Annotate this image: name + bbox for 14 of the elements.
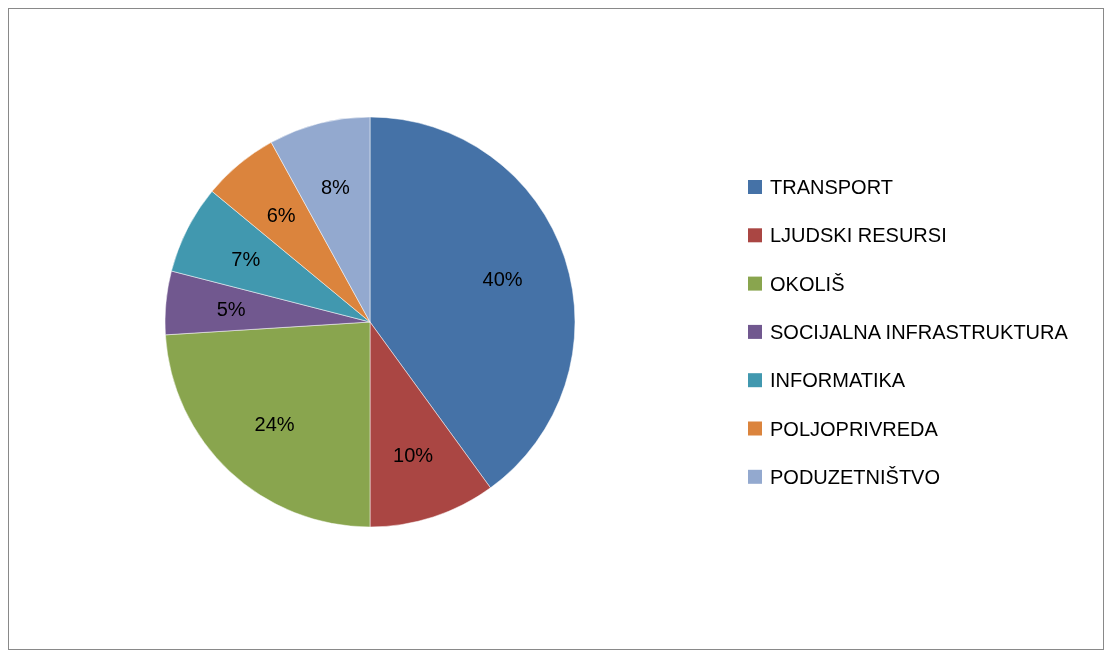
data-label: 40% — [482, 267, 523, 290]
legend-label: INFORMATIKA — [770, 369, 906, 392]
data-label: 24% — [254, 412, 295, 435]
data-label: 10% — [393, 443, 434, 466]
data-label: 8% — [320, 175, 350, 198]
legend-label: OKOLIŠ — [770, 272, 845, 295]
legend-label: LJUDSKI RESURSI — [770, 224, 947, 247]
legend-label: POLJOPRIVREDA — [770, 417, 939, 440]
legend-label: TRANSPORT — [770, 176, 893, 198]
data-label: 5% — [216, 297, 246, 320]
data-label: 6% — [266, 203, 296, 226]
legend-label: PODUZETNIŠTVO — [770, 465, 941, 488]
data-label: 7% — [231, 247, 261, 270]
legend-label: SOCIJALNA INFRASTRUKTURA — [770, 320, 1069, 343]
